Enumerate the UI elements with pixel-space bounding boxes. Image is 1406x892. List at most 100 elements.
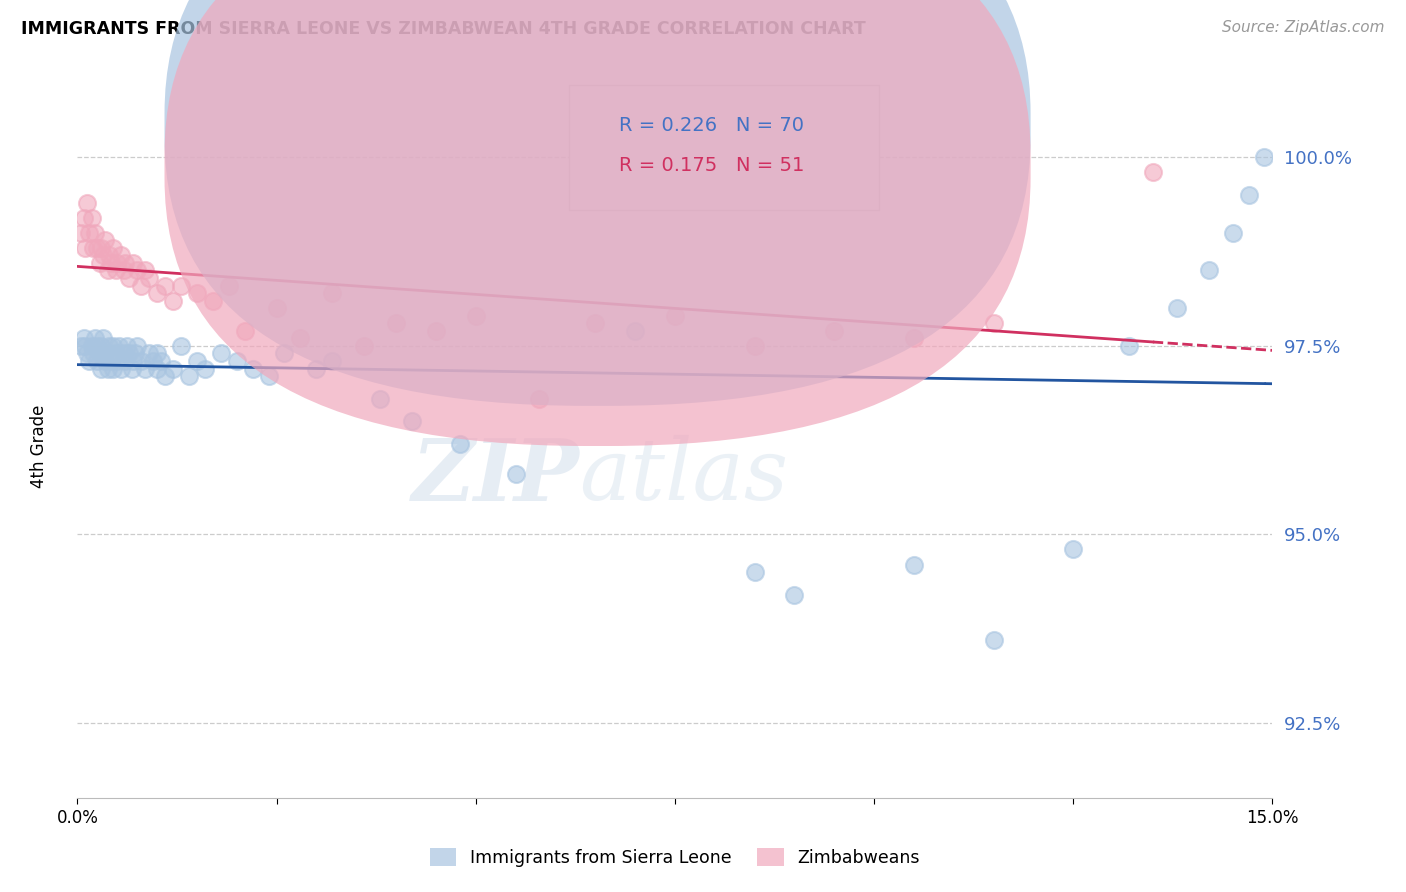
Point [90,361,112,376]
Point [201,293,224,308]
Point [385,316,408,330]
Point [76,195,98,210]
Point [321,286,343,301]
Point [80,211,103,225]
Point [368,392,391,406]
Point [983,316,1005,330]
Point [1062,542,1084,557]
Point [103,241,124,255]
Point [89,256,111,270]
Point [529,392,551,406]
Point [321,354,343,368]
Point [98,346,121,360]
Point [449,437,471,451]
Legend: Immigrants from Sierra Leone, Zimbabweans: Immigrants from Sierra Leone, Zimbabwean… [423,841,927,874]
Text: ZIP: ZIP [412,434,579,518]
Point [75,241,97,255]
Point [353,339,375,353]
Point [97,361,120,376]
Point [138,346,160,360]
Point [624,324,647,338]
Point [83,331,105,345]
Text: Source: ZipAtlas.com: Source: ZipAtlas.com [1222,20,1385,35]
Point [114,256,136,270]
Point [104,263,127,277]
Point [86,339,108,353]
Point [122,256,145,270]
Point [903,331,925,345]
Point [664,309,686,323]
Point [186,354,208,368]
Point [266,301,288,316]
Point [76,346,98,360]
Point [170,278,193,293]
Point [744,339,766,353]
Point [105,256,128,270]
Point [105,354,128,368]
Point [134,263,156,277]
Point [129,278,152,293]
Point [70,339,93,353]
Point [118,346,141,360]
Point [983,632,1005,647]
Point [122,354,145,368]
Point [94,233,117,247]
Point [401,414,423,428]
Point [505,467,527,481]
Point [142,354,165,368]
Point [129,354,152,368]
Point [1142,165,1164,179]
Point [134,361,156,376]
Point [153,369,176,384]
Point [1222,226,1244,240]
Point [138,271,160,285]
Point [257,369,280,384]
Point [146,286,169,301]
Point [209,346,232,360]
Point [121,361,143,376]
Point [425,324,447,338]
Point [177,369,200,384]
Point [73,331,96,345]
Point [1237,188,1260,202]
Point [118,271,141,285]
Point [903,558,925,572]
Point [91,248,114,262]
Point [146,361,169,376]
Point [98,339,121,353]
Point [127,339,149,353]
Point [89,346,111,360]
Point [115,339,138,353]
Point [70,226,93,240]
Point [233,324,256,338]
Text: R = 0.175   N = 51: R = 0.175 N = 51 [619,156,804,176]
Point [107,339,129,353]
Point [583,316,606,330]
Point [112,263,135,277]
Point [464,309,486,323]
Point [186,286,208,301]
Point [94,354,117,368]
Point [290,331,312,345]
Point [80,339,103,353]
Point [83,226,105,240]
Point [162,293,184,308]
Point [75,339,97,353]
Point [146,346,169,360]
Point [305,361,328,376]
Point [86,241,108,255]
Point [194,361,217,376]
Point [110,361,132,376]
Point [98,248,121,262]
Point [94,346,117,360]
Point [104,346,127,360]
Point [1253,150,1275,164]
Point [162,361,184,376]
Point [150,354,173,368]
Text: IMMIGRANTS FROM SIERRA LEONE VS ZIMBABWEAN 4TH GRADE CORRELATION CHART: IMMIGRANTS FROM SIERRA LEONE VS ZIMBABWE… [21,20,866,37]
Point [100,256,122,270]
Point [90,339,112,353]
Point [86,354,108,368]
Text: 4th Grade: 4th Grade [31,404,48,488]
Point [170,339,193,353]
